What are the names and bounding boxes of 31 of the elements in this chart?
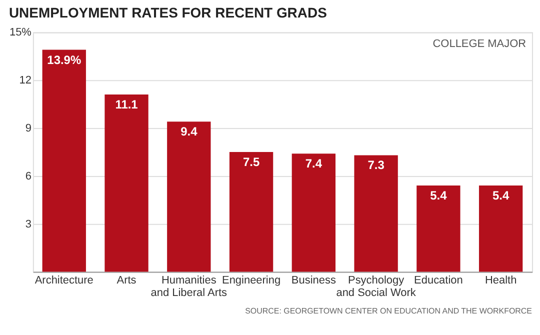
bar [354,155,398,272]
source-note: SOURCE: GEORGETOWN CENTER ON EDUCATION AND THE WORKFORCE [245,306,532,316]
x-tick-label: Psychology and Social Work [336,274,416,300]
data-label: 11.1 [115,97,138,112]
x-tick-label: Architecture [34,274,94,286]
data-label: 5.4 [430,188,448,203]
y-tick-label: 15% [9,26,32,39]
y-tick-label: 9 [25,122,32,135]
bar [104,94,148,272]
y-tick-label: 6 [25,170,32,182]
bar [42,50,86,272]
data-label: 13.9% [47,52,82,67]
y-tick-label: 12 [19,74,32,87]
x-tick-label: Engineering [222,274,281,286]
data-label: 7.3 [368,158,385,172]
x-tick-label: Health [484,274,517,286]
bar [416,186,460,272]
x-tick-label: Business [291,274,336,286]
bar [229,152,274,272]
data-label: 5.4 [492,188,510,203]
data-label: 7.5 [242,154,260,169]
annotation: COLLEGE MAJOR [432,38,526,50]
y-tick-label: 3 [25,218,32,230]
data-label: 7.4 [305,156,322,171]
data-label: 9.4 [180,124,198,139]
x-tick-label: Education [414,274,463,286]
bar [478,186,523,272]
bar [167,122,211,272]
bar [292,154,336,272]
chart-title: UNEMPLOYMENT RATES FOR RECENT GRADS [8,4,327,20]
x-tick-label: Arts [116,274,137,286]
